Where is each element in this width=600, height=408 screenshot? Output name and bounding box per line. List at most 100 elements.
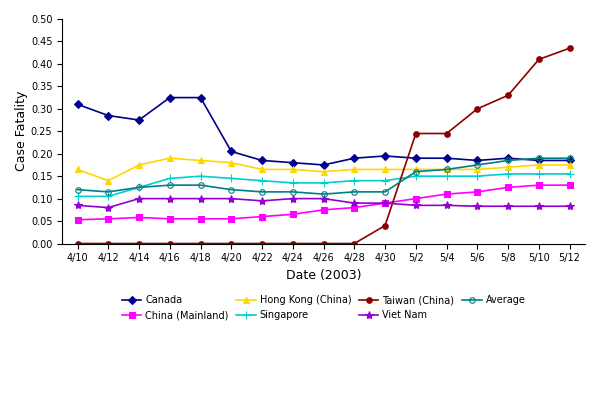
Hong Kong (China) xyxy=(412,167,419,172)
Viet Nam xyxy=(197,196,204,201)
Canada xyxy=(505,156,512,161)
Singapore xyxy=(289,180,296,185)
Taiwan (China) xyxy=(166,241,173,246)
Average xyxy=(412,169,419,174)
Legend: Canada, China (Mainland), Hong Kong (China), Singapore, Taiwan (China), Viet Nam: Canada, China (Mainland), Hong Kong (Chi… xyxy=(120,293,527,322)
China (Mainland) xyxy=(289,212,296,217)
Hong Kong (China) xyxy=(474,167,481,172)
Hong Kong (China) xyxy=(382,167,389,172)
Hong Kong (China) xyxy=(535,162,542,167)
China (Mainland) xyxy=(474,189,481,194)
China (Mainland) xyxy=(104,216,112,221)
Singapore xyxy=(443,174,450,179)
China (Mainland) xyxy=(197,216,204,221)
Canada xyxy=(259,158,266,163)
Viet Nam xyxy=(227,196,235,201)
Taiwan (China) xyxy=(197,241,204,246)
Taiwan (China) xyxy=(320,241,327,246)
Taiwan (China) xyxy=(227,241,235,246)
X-axis label: Date (2003): Date (2003) xyxy=(286,269,361,282)
Viet Nam xyxy=(566,204,573,209)
Canada xyxy=(166,95,173,100)
Canada xyxy=(443,156,450,161)
China (Mainland) xyxy=(74,217,81,222)
Taiwan (China) xyxy=(566,46,573,51)
Viet Nam xyxy=(351,201,358,206)
Hong Kong (China) xyxy=(197,158,204,163)
Taiwan (China) xyxy=(505,93,512,98)
Hong Kong (China) xyxy=(505,165,512,170)
China (Mainland) xyxy=(320,207,327,212)
Viet Nam xyxy=(74,203,81,208)
Hong Kong (China) xyxy=(289,167,296,172)
Average xyxy=(505,158,512,163)
China (Mainland) xyxy=(566,183,573,188)
Line: Singapore: Singapore xyxy=(73,170,574,201)
Average xyxy=(443,167,450,172)
Line: Canada: Canada xyxy=(75,95,572,168)
Viet Nam xyxy=(443,203,450,208)
Singapore xyxy=(351,178,358,183)
Viet Nam xyxy=(136,196,143,201)
Taiwan (China) xyxy=(136,241,143,246)
China (Mainland) xyxy=(351,205,358,210)
Taiwan (China) xyxy=(382,223,389,228)
Viet Nam xyxy=(320,196,327,201)
China (Mainland) xyxy=(259,214,266,219)
Canada xyxy=(74,102,81,107)
Taiwan (China) xyxy=(74,241,81,246)
Average xyxy=(535,156,542,161)
Canada xyxy=(136,118,143,122)
Singapore xyxy=(166,176,173,181)
China (Mainland) xyxy=(382,201,389,206)
Line: China (Mainland): China (Mainland) xyxy=(75,182,572,222)
Hong Kong (China) xyxy=(74,167,81,172)
Canada xyxy=(351,156,358,161)
Hong Kong (China) xyxy=(136,162,143,167)
China (Mainland) xyxy=(535,183,542,188)
Taiwan (China) xyxy=(474,106,481,111)
Hong Kong (China) xyxy=(566,162,573,167)
Singapore xyxy=(412,174,419,179)
Average xyxy=(74,187,81,192)
China (Mainland) xyxy=(412,196,419,201)
Singapore xyxy=(382,178,389,183)
Viet Nam xyxy=(259,198,266,203)
Average xyxy=(227,187,235,192)
Hong Kong (China) xyxy=(166,156,173,161)
Taiwan (China) xyxy=(289,241,296,246)
Hong Kong (China) xyxy=(227,160,235,165)
Canada xyxy=(104,113,112,118)
Line: Hong Kong (China): Hong Kong (China) xyxy=(74,155,573,184)
Viet Nam xyxy=(474,204,481,209)
Singapore xyxy=(505,171,512,176)
Average xyxy=(259,189,266,194)
Taiwan (China) xyxy=(412,131,419,136)
China (Mainland) xyxy=(136,215,143,220)
Viet Nam xyxy=(535,204,542,209)
China (Mainland) xyxy=(443,192,450,197)
China (Mainland) xyxy=(166,216,173,221)
Canada xyxy=(474,158,481,163)
Taiwan (China) xyxy=(259,241,266,246)
Viet Nam xyxy=(505,204,512,209)
Average xyxy=(474,162,481,167)
Canada xyxy=(535,158,542,163)
Line: Viet Nam: Viet Nam xyxy=(73,195,574,212)
Hong Kong (China) xyxy=(443,167,450,172)
Canada xyxy=(197,95,204,100)
Singapore xyxy=(74,194,81,199)
Singapore xyxy=(259,178,266,183)
Canada xyxy=(412,156,419,161)
Hong Kong (China) xyxy=(259,167,266,172)
Canada xyxy=(382,153,389,158)
Viet Nam xyxy=(104,205,112,210)
Singapore xyxy=(227,176,235,181)
Singapore xyxy=(474,174,481,179)
Canada xyxy=(320,162,327,167)
Line: Taiwan (China): Taiwan (China) xyxy=(75,45,572,246)
Y-axis label: Case Fatality: Case Fatality xyxy=(15,91,28,171)
Singapore xyxy=(566,171,573,176)
Average xyxy=(289,189,296,194)
Average xyxy=(197,183,204,188)
